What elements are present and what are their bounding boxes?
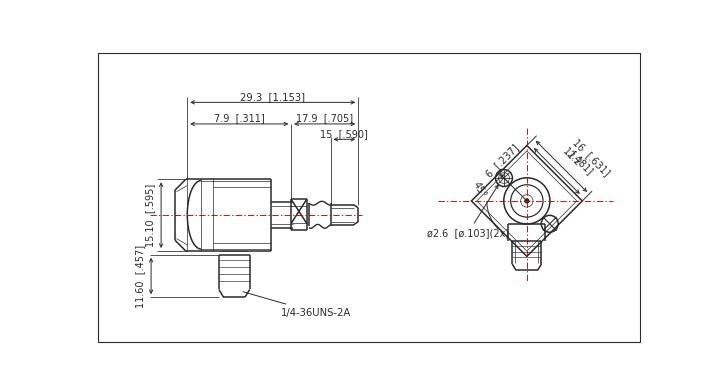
- Text: 16  [.631]: 16 [.631]: [571, 137, 611, 178]
- Text: 29.3  [1.153]: 29.3 [1.153]: [240, 92, 305, 102]
- Text: 17.9  [.705]: 17.9 [.705]: [296, 113, 354, 124]
- Text: 12.2: 12.2: [561, 146, 583, 168]
- Text: 11.60  [.457]: 11.60 [.457]: [135, 244, 145, 308]
- Text: 15  [.590]: 15 [.590]: [320, 129, 369, 139]
- Text: ø2.6  [ø.103](2x): ø2.6 [ø.103](2x): [427, 185, 509, 238]
- Text: 6  [.237]: 6 [.237]: [484, 143, 521, 179]
- Text: 7.9  [.311]: 7.9 [.311]: [214, 113, 265, 124]
- Text: 1/4-36UNS-2A: 1/4-36UNS-2A: [243, 292, 351, 317]
- Circle shape: [525, 199, 528, 203]
- Text: [.481]: [.481]: [567, 149, 595, 177]
- Text: 45°: 45°: [470, 180, 487, 200]
- Text: 15.10  [.595]: 15.10 [.595]: [145, 183, 156, 247]
